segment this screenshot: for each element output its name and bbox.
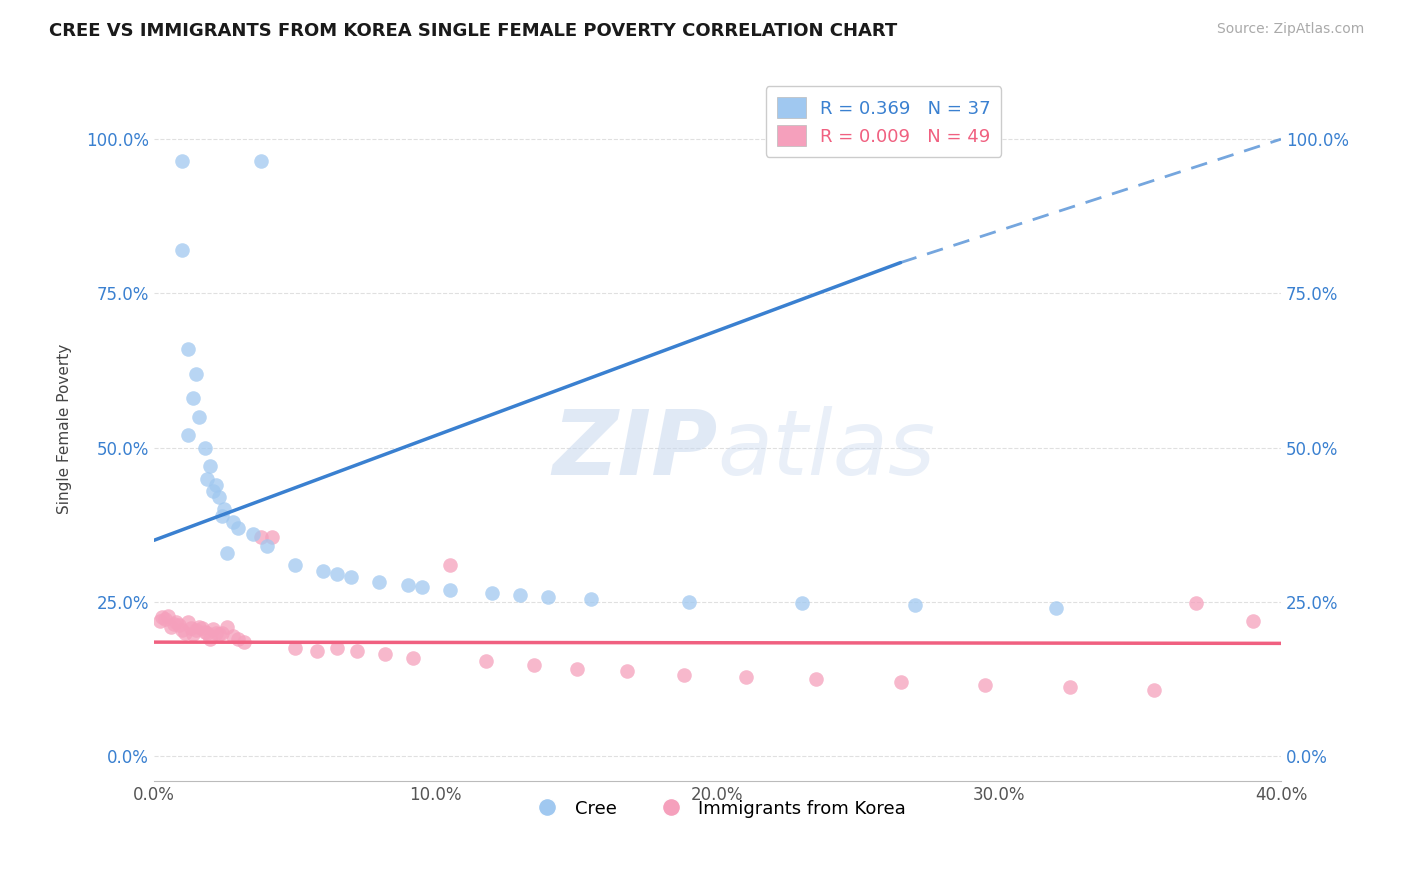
Point: [678, 595, 700, 609]
Point: [672, 668, 695, 682]
Point: [186, 367, 208, 381]
Point: [439, 582, 461, 597]
Point: [256, 540, 278, 554]
Point: [194, 624, 217, 639]
Point: [340, 570, 363, 584]
Point: [312, 564, 335, 578]
Point: [172, 153, 194, 168]
Point: [177, 428, 200, 442]
Point: [160, 620, 183, 634]
Point: [1143, 682, 1166, 697]
Point: [183, 392, 205, 406]
Point: [202, 622, 225, 636]
Point: [250, 153, 273, 168]
Point: [222, 515, 245, 529]
Point: [974, 678, 997, 692]
Point: [191, 621, 214, 635]
Point: [616, 664, 638, 678]
Point: [166, 615, 188, 629]
Point: [284, 641, 307, 656]
Point: [307, 644, 329, 658]
Point: [197, 472, 219, 486]
Point: [174, 626, 197, 640]
Point: [411, 580, 433, 594]
Point: [734, 670, 756, 684]
Point: [402, 650, 425, 665]
Point: [509, 588, 531, 602]
Point: [157, 608, 180, 623]
Point: [205, 477, 228, 491]
Point: [1045, 601, 1067, 615]
Point: [186, 624, 208, 638]
Point: [200, 632, 222, 646]
Point: [565, 662, 588, 676]
Point: [439, 558, 461, 572]
Point: [250, 530, 273, 544]
Point: [188, 409, 211, 424]
Point: [172, 244, 194, 258]
Legend: Cree, Immigrants from Korea: Cree, Immigrants from Korea: [522, 792, 912, 825]
Point: [579, 591, 602, 606]
Point: [217, 546, 239, 560]
Point: [537, 590, 560, 604]
Point: [200, 459, 222, 474]
Point: [205, 626, 228, 640]
Point: [326, 641, 349, 656]
Point: [481, 586, 503, 600]
Point: [153, 612, 176, 626]
Point: [183, 627, 205, 641]
Point: [202, 483, 225, 498]
Point: [262, 530, 284, 544]
Point: [208, 490, 231, 504]
Point: [326, 567, 349, 582]
Point: [150, 610, 173, 624]
Point: [211, 508, 233, 523]
Text: CREE VS IMMIGRANTS FROM KOREA SINGLE FEMALE POVERTY CORRELATION CHART: CREE VS IMMIGRANTS FROM KOREA SINGLE FEM…: [49, 22, 897, 40]
Point: [222, 629, 245, 643]
Point: [163, 616, 186, 631]
Y-axis label: Single Female Poverty: Single Female Poverty: [58, 344, 72, 515]
Point: [197, 626, 219, 640]
Point: [180, 621, 202, 635]
Point: [194, 441, 217, 455]
Text: Source: ZipAtlas.com: Source: ZipAtlas.com: [1216, 22, 1364, 37]
Point: [368, 575, 391, 590]
Point: [177, 342, 200, 356]
Point: [228, 632, 250, 646]
Point: [1185, 596, 1208, 610]
Point: [214, 502, 236, 516]
Point: [208, 627, 231, 641]
Point: [890, 675, 912, 690]
Point: [1241, 614, 1264, 628]
Text: atlas: atlas: [717, 407, 935, 494]
Point: [374, 648, 396, 662]
Text: ZIP: ZIP: [553, 407, 717, 494]
Point: [172, 623, 194, 637]
Point: [790, 596, 813, 610]
Point: [228, 521, 250, 535]
Point: [177, 615, 200, 629]
Point: [148, 614, 170, 628]
Point: [284, 558, 307, 572]
Point: [169, 618, 191, 632]
Point: [211, 626, 233, 640]
Point: [523, 657, 546, 672]
Point: [242, 527, 264, 541]
Point: [346, 644, 368, 658]
Point: [396, 578, 419, 592]
Point: [217, 620, 239, 634]
Point: [475, 654, 498, 668]
Point: [804, 672, 827, 686]
Point: [233, 635, 256, 649]
Point: [904, 598, 927, 612]
Point: [1059, 680, 1081, 694]
Point: [188, 620, 211, 634]
